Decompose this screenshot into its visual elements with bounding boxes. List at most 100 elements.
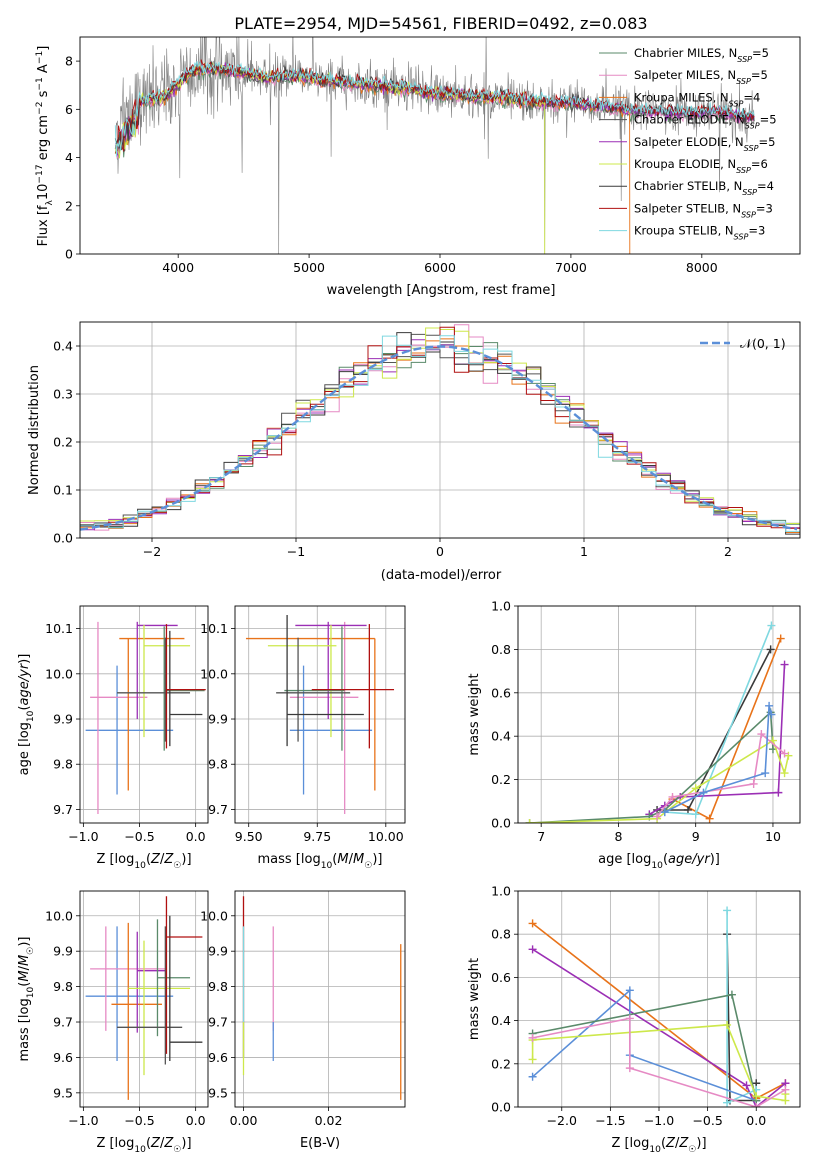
marker — [625, 1064, 634, 1073]
x-tick-label: 10 — [765, 829, 781, 844]
y-tick-label: 9.7 — [53, 1015, 73, 1030]
marker — [780, 769, 789, 778]
marker — [781, 1085, 790, 1094]
y-tick-label: 10.1 — [200, 621, 228, 636]
axes-frame — [79, 36, 801, 255]
marker — [528, 945, 537, 954]
x-tick-label: 1 — [580, 544, 588, 559]
panel-7: 0.00 0.02 9.5 9.6 9.7 9.8 9.9 10.0 E(B-V) — [200, 890, 406, 1151]
x-tick-label: 9 — [692, 829, 700, 844]
marker — [625, 986, 634, 995]
figure-title: PLATE=2954, MJD=54561, FIBERID=0492, z=0… — [234, 14, 647, 33]
y-tick-label: 9.8 — [53, 757, 73, 772]
y-axis-label: mass weight — [467, 673, 482, 755]
x-tick-label: −1.0 — [644, 1113, 674, 1128]
y-tick-label: 9.9 — [208, 944, 228, 959]
panel-6: −1.0 −0.5 0.0 9.5 9.6 9.7 9.8 9.9 10.0 Z [log10(Z… — [17, 890, 209, 1155]
x-axis-label: age [log10(age/yr)] — [598, 852, 720, 871]
plot-area — [528, 906, 790, 1107]
x-tick-label: −1.0 — [68, 829, 98, 844]
y-tick-label: 9.6 — [53, 1050, 73, 1065]
legend-entry: Kroupa ELODIE, NSSP=6 — [634, 157, 768, 175]
mass-weight-line — [672, 638, 782, 820]
x-tick-label: 7000 — [555, 260, 587, 275]
x-tick-label: −2 — [143, 544, 161, 559]
y-tick-label: 9.9 — [53, 712, 73, 727]
x-tick-label: 9.75 — [303, 829, 331, 844]
y-tick-label: 0.4 — [491, 1013, 511, 1028]
legend-entry: 𝒩(0, 1) — [740, 336, 786, 351]
x-tick-label: 0.02 — [315, 1113, 343, 1128]
marker — [723, 1098, 732, 1107]
x-tick-label: −1.5 — [595, 1113, 625, 1128]
panel-4: 9.50 9.75 10.00 9.7 9.8 9.9 10.0 10.1 mass [log1… — [200, 605, 406, 871]
marker — [723, 906, 732, 915]
y-tick-label: 10.0 — [45, 908, 73, 923]
marker — [683, 805, 692, 814]
y-tick-label: 9.9 — [53, 944, 73, 959]
y-tick-label: 9.8 — [208, 757, 228, 772]
y-tick-label: 0.4 — [491, 729, 511, 744]
y-tick-label: 0 — [65, 247, 73, 262]
marker — [780, 660, 789, 669]
y-tick-label: 0.2 — [53, 435, 73, 450]
marker — [528, 1033, 537, 1042]
marker — [752, 1092, 761, 1101]
y-tick-label: 9.5 — [53, 1085, 73, 1100]
x-tick-label: 8 — [614, 829, 622, 844]
y-tick-label: 9.7 — [53, 802, 73, 817]
marker — [525, 819, 534, 823]
plot-area — [525, 621, 793, 823]
x-axis-label: Z [log10(Z/Z☉)] — [611, 1136, 706, 1155]
y-tick-label: 0.0 — [491, 816, 511, 831]
y-tick-label: 0.3 — [53, 387, 73, 402]
y-tick-label: 9.9 — [208, 712, 228, 727]
plot-area — [242, 896, 402, 1100]
marker — [727, 990, 736, 999]
x-tick-label: −1 — [287, 544, 305, 559]
y-tick-label: 9.5 — [208, 1085, 228, 1100]
mass-weight-line — [529, 710, 774, 823]
x-axis-label: E(B-V) — [300, 1136, 340, 1151]
y-tick-label: 10.0 — [45, 666, 73, 681]
panel-5: 7 8 9 10 0.0 0.2 0.4 0.6 0.8 1.0 age [log10(age/yr… — [467, 599, 801, 871]
panel-3: −1.0 −0.5 0.0 9.7 9.8 9.9 10.0 10.1 Z [log10(Z/Z… — [17, 605, 209, 871]
mass-weight-line — [532, 988, 757, 1102]
x-tick-label: 6000 — [424, 260, 456, 275]
y-tick-label: 0.2 — [491, 1056, 511, 1071]
y-tick-label: 0.8 — [491, 927, 511, 942]
model-spectrum-kroupa-stelib — [114, 60, 755, 157]
y-tick-label: 10.0 — [200, 666, 228, 681]
x-axis-label: wavelength [Angstrom, rest frame] — [327, 283, 556, 298]
y-tick-label: 0.6 — [491, 970, 511, 985]
mass-weight-line — [532, 948, 786, 1107]
plot-area — [114, 37, 755, 254]
panel-1: 4000 5000 6000 7000 8000 0 2 4 6 8 wavelength [Ang… — [35, 36, 801, 298]
y-tick-label: 0.4 — [53, 339, 73, 354]
x-tick-label: 0.0 — [186, 829, 206, 844]
plot-area — [245, 615, 395, 814]
y-axis-label: age [log10(age/yr)] — [17, 654, 36, 776]
marker — [691, 784, 700, 793]
marker — [761, 769, 770, 778]
y-tick-label: 9.8 — [53, 979, 73, 994]
x-tick-label: 0.0 — [746, 1113, 766, 1128]
legend-entry: Salpeter MILES, NSSP=5 — [634, 68, 768, 86]
y-tick-label: 10.0 — [200, 908, 228, 923]
x-tick-label: 10.00 — [368, 829, 404, 844]
y-tick-label: 9.7 — [208, 802, 228, 817]
mass-weight-line — [648, 664, 786, 815]
x-tick-label: 8000 — [686, 260, 718, 275]
panel-2: −2 −1 0 1 2 0.0 0.1 0.2 0.3 0.4 𝒩(0, 1) (data-model… — [27, 321, 801, 583]
y-axis-label: Flux [fλ10−17 erg cm−2 s−1 A−1] — [35, 46, 55, 247]
x-tick-label: 0.00 — [230, 1113, 258, 1128]
x-tick-label: −2.0 — [547, 1113, 577, 1128]
x-tick-label: 0.0 — [186, 1113, 206, 1128]
x-tick-label: −1.0 — [68, 1113, 98, 1128]
marker — [668, 792, 677, 801]
axes-frame — [79, 605, 209, 824]
x-tick-label: −0.5 — [692, 1113, 722, 1128]
marker — [723, 1020, 732, 1029]
y-tick-label: 6 — [65, 102, 73, 117]
